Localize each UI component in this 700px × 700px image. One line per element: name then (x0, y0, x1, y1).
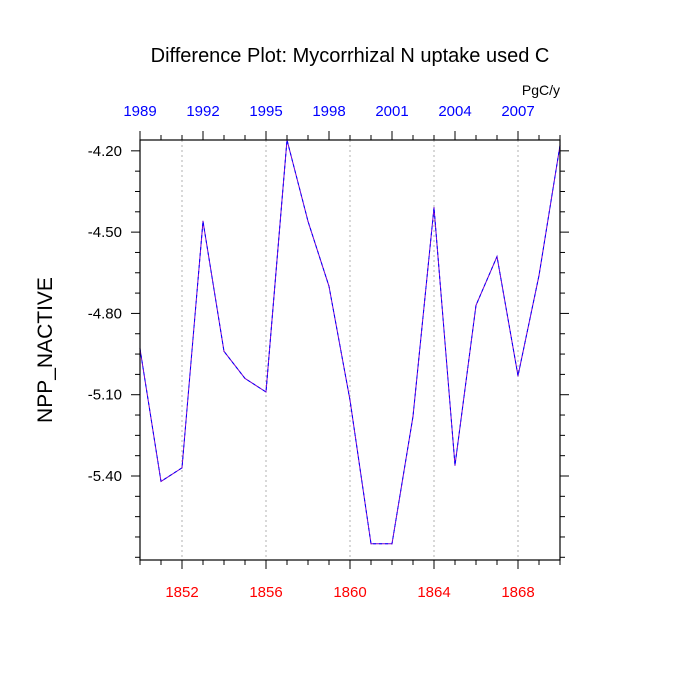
data-point (349, 399, 351, 401)
data-point (328, 285, 330, 287)
data-point (412, 415, 414, 417)
y-tick-label: -4.20 (88, 143, 122, 160)
x-top-tick-label: 1989 (123, 103, 156, 120)
data-point (160, 480, 162, 483)
units-label: PgC/y (522, 82, 560, 98)
data-point (433, 207, 435, 209)
data-point (307, 220, 309, 222)
series-layer (139, 139, 561, 545)
x-top-tick-label: 1998 (312, 103, 345, 120)
data-point (244, 377, 246, 380)
axes: 1852 1856 1860 1864 1868 1989 1992 1995 1998 2001… (88, 103, 569, 601)
x-tick-label: 1852 (165, 584, 198, 601)
y-tick-label: -4.80 (88, 305, 122, 322)
x-tick-label: 1864 (417, 584, 450, 601)
data-point (538, 274, 540, 277)
data-point (181, 467, 183, 469)
x-top-tick-label: 1995 (249, 103, 282, 120)
x-tick-label: 1868 (501, 584, 534, 601)
y-tick-label: -5.10 (88, 387, 122, 404)
data-point (496, 255, 498, 258)
y-tick-label: -4.50 (88, 224, 122, 241)
data-point (475, 304, 477, 306)
chart-title: Difference Plot: Mycorrhizal N uptake us… (151, 45, 550, 67)
data-point (223, 350, 225, 352)
data-point (391, 543, 393, 545)
data-point (265, 391, 267, 393)
x-tick-label: 1856 (249, 584, 282, 601)
data-point (202, 220, 204, 222)
gridlines (181, 140, 519, 560)
data-point (454, 464, 456, 466)
x-top-tick-label: 1992 (186, 103, 219, 120)
data-point (370, 543, 372, 545)
data-point (517, 375, 519, 377)
y-tick-label: -5.40 (88, 468, 122, 485)
x-tick-label: 1860 (333, 584, 366, 601)
y-axis-label: NPP_NACTIVE (34, 277, 57, 423)
x-top-tick-label: 2004 (438, 103, 471, 120)
x-top-tick-label: 2007 (501, 103, 534, 120)
x-top-tick-label: 2001 (375, 103, 408, 120)
